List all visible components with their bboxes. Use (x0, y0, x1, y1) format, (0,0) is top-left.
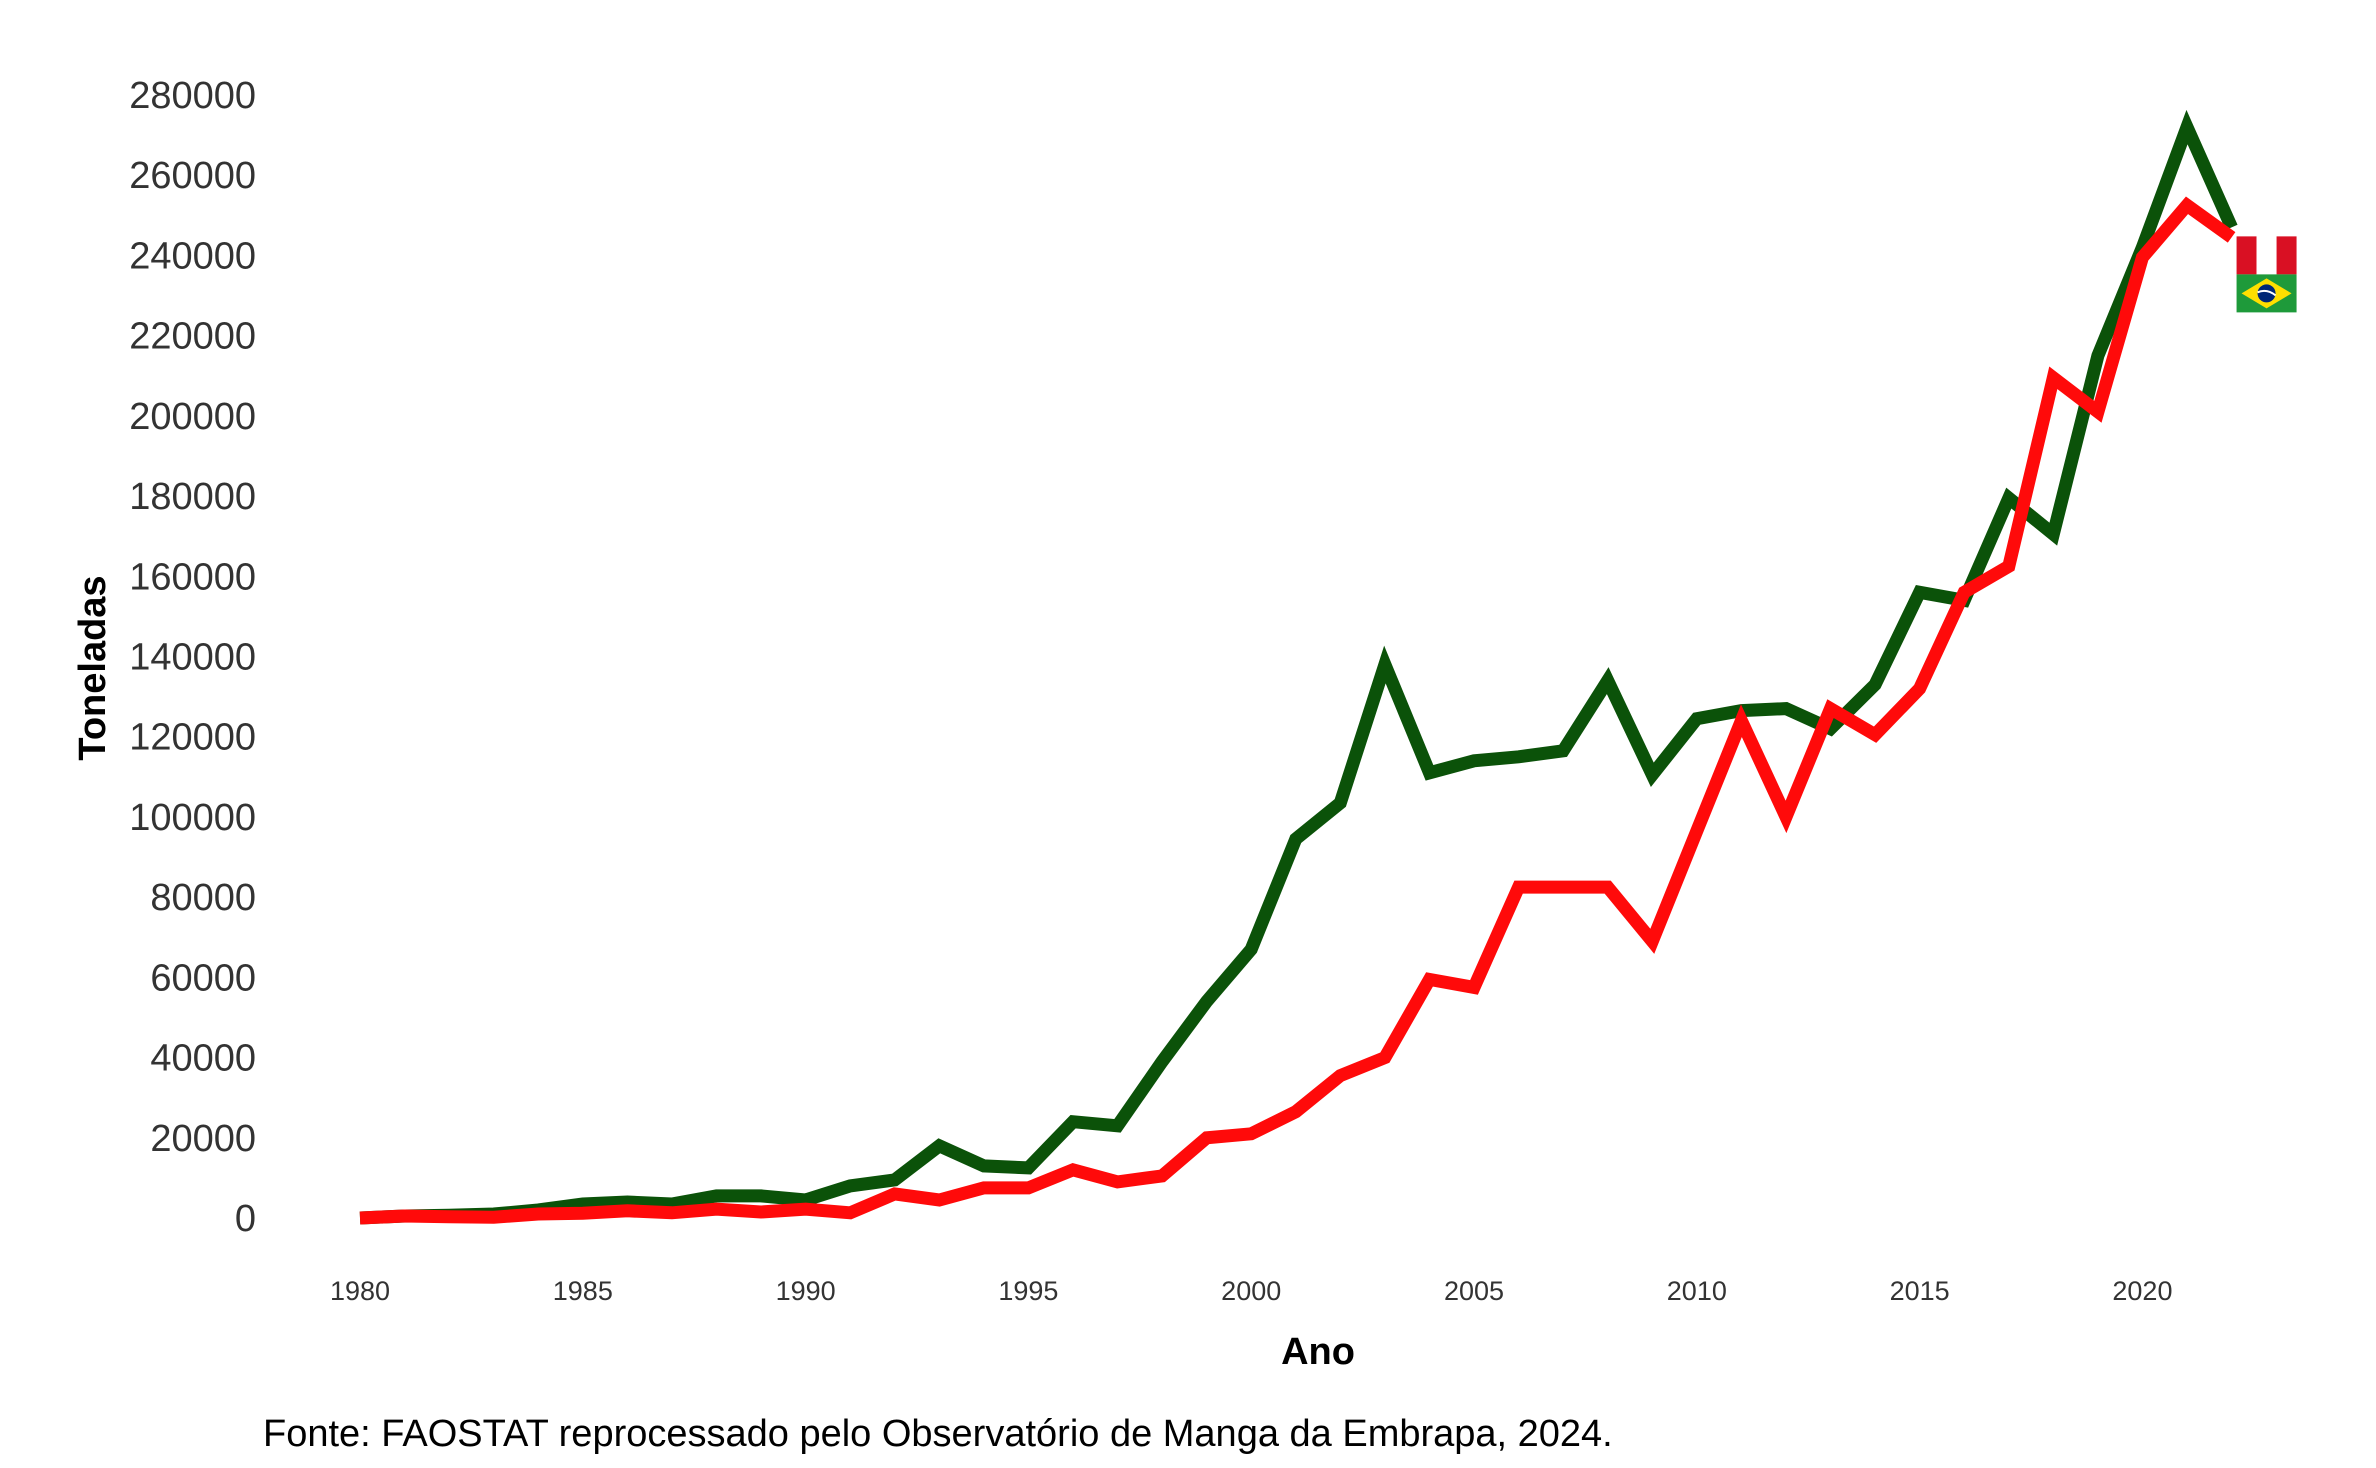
y-axis-ticks: 0 20000 40000 60000 80000 100000 120000 140000 1… (129, 75, 256, 1240)
y-tick-label: 20000 (150, 1118, 256, 1160)
x-tick-label: 2005 (1444, 1276, 1504, 1306)
series-lines (359, 109, 2238, 1225)
y-axis-title: Toneladas (72, 575, 114, 760)
y-tick-label: 220000 (129, 316, 256, 358)
y-tick-label: 260000 (129, 155, 256, 197)
x-tick-label: 1980 (330, 1276, 390, 1306)
y-tick-label: 180000 (129, 476, 256, 518)
x-tick-label: 2020 (2112, 1276, 2172, 1306)
x-axis-title: Ano (1281, 1331, 1355, 1373)
series-end-flags (2236, 236, 2297, 313)
series-line-peru (359, 196, 2236, 1225)
y-tick-label: 200000 (129, 396, 256, 438)
x-axis-ticks: 1980 1985 1990 1995 2000 2005 2010 2015 2020 (330, 1276, 2173, 1306)
peru-flag (2236, 236, 2297, 275)
x-tick-label: 2010 (1667, 1276, 1727, 1306)
y-tick-label: 60000 (150, 957, 256, 999)
source-caption: Fonte: FAOSTAT reprocessado pelo Observa… (263, 1413, 1613, 1455)
y-tick-label: 120000 (129, 717, 256, 759)
y-tick-label: 160000 (129, 556, 256, 598)
y-tick-label: 0 (235, 1198, 256, 1240)
x-tick-label: 2000 (1221, 1276, 1281, 1306)
y-tick-label: 240000 (129, 235, 256, 277)
y-tick-label: 80000 (150, 877, 256, 919)
x-tick-label: 1990 (776, 1276, 836, 1306)
y-tick-label: 280000 (129, 75, 256, 117)
x-tick-label: 1995 (998, 1276, 1058, 1306)
x-tick-label: 1985 (553, 1276, 613, 1306)
x-tick-label: 2015 (1890, 1276, 1950, 1306)
brazil-flag (2236, 274, 2297, 313)
y-tick-label: 40000 (150, 1038, 256, 1080)
y-tick-label: 140000 (129, 637, 256, 679)
y-tick-label: 100000 (129, 797, 256, 839)
series-line-brazil (359, 109, 2238, 1225)
